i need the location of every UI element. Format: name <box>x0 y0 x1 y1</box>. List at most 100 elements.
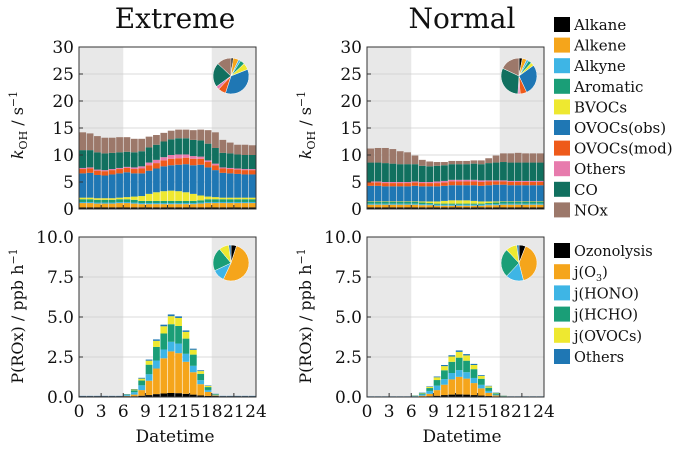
bar-segment-alkyne <box>530 204 537 205</box>
bar-segment-ovocs-mod- <box>471 181 478 185</box>
bar-segment-alkene <box>124 203 131 207</box>
bar-segment-j-hono- <box>448 373 455 379</box>
bar-segment-co <box>404 164 411 182</box>
bar-segment-co <box>471 164 478 180</box>
bar-segment-others <box>183 154 190 157</box>
bar-segment-bvocs <box>190 194 197 201</box>
bar-segment-ovocs-mod- <box>404 183 411 186</box>
bar-segment-alkene <box>441 206 448 208</box>
bar-segment-alkene <box>197 204 204 208</box>
bar-segment-j-o3- <box>448 379 455 394</box>
legend-label: j(O3) <box>572 265 608 284</box>
bar-segment-aromatic <box>205 199 212 202</box>
bar-segment-nox <box>507 153 514 162</box>
bar-segment-co <box>493 163 500 181</box>
bar-segment-nox <box>537 153 544 162</box>
x-tick-label: 12 <box>157 402 179 422</box>
bar-segment-alkene <box>530 205 537 208</box>
x-tick-label: 15 <box>467 402 489 422</box>
legend-label: OVOCs(mod) <box>574 140 673 158</box>
bar-segment-others <box>242 169 249 170</box>
bar-segment-others <box>212 164 219 166</box>
bar-segment-aromatic <box>426 203 433 204</box>
bar-segment-alkyne <box>500 204 507 205</box>
legend-swatch <box>554 161 570 176</box>
bar-segment-nox <box>197 130 204 141</box>
bar-segment-ovocs-mod- <box>249 170 256 174</box>
bar-segment-bvocs <box>463 200 470 203</box>
legend-swatch <box>554 202 570 217</box>
bar-segment-j-hono- <box>190 366 197 372</box>
bar-segment-nox <box>397 151 404 164</box>
bar-segment-j-hono- <box>478 385 485 389</box>
bar-segment-bvocs <box>124 197 131 199</box>
bar-segment-co <box>219 153 226 168</box>
bar-segment-alkyne <box>507 204 514 205</box>
bar-segment-ovocs-obs- <box>190 165 197 194</box>
bar-segment-j-ovocs- <box>131 389 138 390</box>
bar-segment-bvocs <box>485 201 492 203</box>
bar-segment-co <box>500 162 507 180</box>
legend-label: BVOCs <box>574 98 627 116</box>
bar-segment-co <box>515 163 522 181</box>
bar-segment-ovocs-obs- <box>419 186 426 201</box>
bar-segment-bvocs <box>493 201 500 202</box>
bar-segment-co <box>109 153 116 169</box>
bar-segment-ovocs-mod- <box>463 181 470 185</box>
bar-segment-bvocs <box>530 201 537 202</box>
bar-segment-ovocs-mod- <box>389 183 396 186</box>
bar-segment-others <box>190 156 197 159</box>
bar-segment-bvocs <box>242 198 249 200</box>
bar-segment-co <box>234 154 241 168</box>
bar-segment-nox <box>183 130 190 139</box>
bar-segment-bvocs <box>131 197 138 200</box>
bar-segment-alkyne <box>382 204 389 205</box>
bar-segment-nox <box>219 140 226 153</box>
bar-segment-ozonolysis <box>175 393 182 397</box>
bar-segment-aromatic <box>367 202 374 204</box>
legend-label: NOx <box>574 201 608 219</box>
bar-segment-nox <box>522 153 529 162</box>
y-tick-label: 20 <box>340 92 362 112</box>
x-tick-label: 3 <box>96 402 107 422</box>
bar-segment-others <box>87 167 94 168</box>
bar-segment-ovocs-obs- <box>183 164 190 192</box>
legend-label: Others <box>574 160 626 178</box>
bar-segment-j-hono- <box>153 361 160 369</box>
x-tick-label: 15 <box>179 402 201 422</box>
bar-segment-ovocs-obs- <box>471 185 478 201</box>
bar-segment-others <box>397 182 404 183</box>
bar-segment-alkyne <box>419 204 426 205</box>
bar-segment-alkyne <box>190 203 197 204</box>
bar-segment-co <box>79 150 86 168</box>
bar-segment-nox <box>79 132 86 150</box>
bar-segment-co <box>426 166 433 182</box>
bar-segment-others <box>456 180 463 182</box>
bar-segment-alkene <box>227 203 234 207</box>
bar-segment-nox <box>205 130 212 144</box>
bar-segment-j-hono- <box>168 342 175 352</box>
bar-segment-aromatic <box>153 201 160 203</box>
bar-segment-co <box>456 164 463 180</box>
bar-segment-ovocs-obs- <box>397 186 404 201</box>
bar-segment-alkyne <box>138 203 145 204</box>
bar-segment-ovocs-obs- <box>367 186 374 202</box>
bar-segment-others <box>434 181 441 183</box>
bar-segment-j-ovocs- <box>463 355 470 360</box>
x-tick-label: 0 <box>362 402 373 422</box>
bar-segment-alkyne <box>124 202 131 203</box>
bar-segment-others <box>234 169 241 170</box>
bar-segment-ozonolysis <box>168 393 175 397</box>
bar-segment-co <box>397 164 404 182</box>
bar-segment-co <box>190 140 197 156</box>
y-tick-label: 15 <box>52 119 74 139</box>
bar-segment-j-o3- <box>426 394 433 396</box>
bar-segment-alkene <box>367 205 374 208</box>
bar-segment-ovocs-mod- <box>131 169 138 173</box>
bar-segment-co <box>212 148 219 164</box>
bar-segment-others <box>448 180 455 182</box>
bar-segment-ovocs-obs- <box>205 167 212 196</box>
bar-segment-others <box>160 325 167 327</box>
bar-segment-j-hcho- <box>146 365 153 375</box>
